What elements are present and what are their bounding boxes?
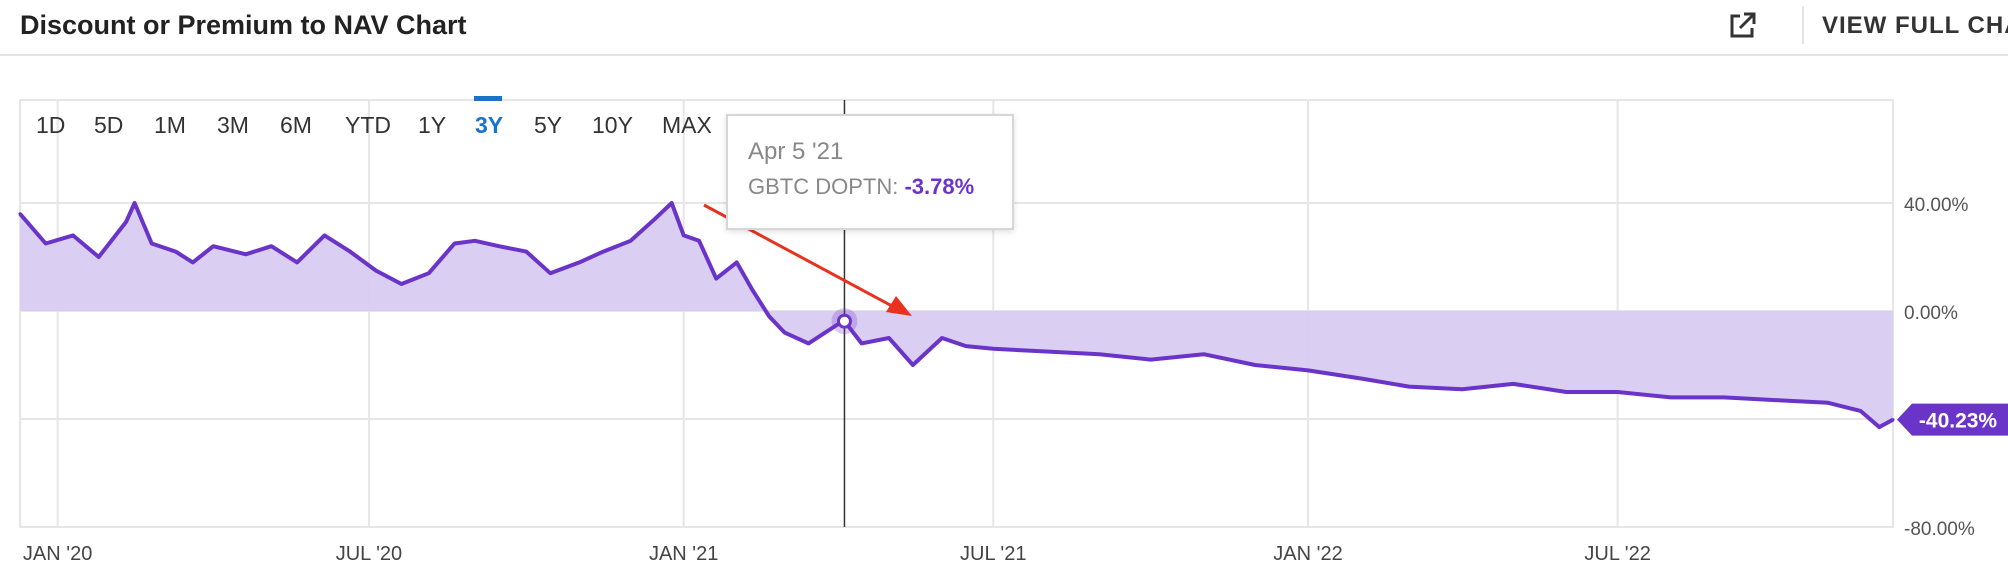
- last-value-label: -40.23%: [1919, 410, 1998, 433]
- external-link-icon[interactable]: [1726, 10, 1758, 42]
- data-point: [1097, 352, 1101, 356]
- data-point: [1149, 358, 1153, 362]
- data-point: [452, 242, 456, 245]
- last-value-tag: [1897, 403, 2008, 436]
- data-point: [750, 287, 754, 291]
- y-tick-label: 40.00%: [1904, 195, 1969, 216]
- data-point: [1202, 352, 1206, 356]
- data-point: [807, 341, 811, 345]
- data-point: [427, 271, 431, 275]
- data-point: [1826, 401, 1830, 405]
- data-point: [295, 260, 299, 264]
- data-point: [911, 363, 915, 367]
- data-point: [1253, 363, 1257, 367]
- timeframe-1y[interactable]: 1Y: [418, 112, 447, 138]
- data-point: [1564, 390, 1568, 394]
- data-point: [735, 260, 739, 264]
- chart-title: Discount or Premium to NAV Chart: [20, 10, 467, 40]
- timeframe-max[interactable]: MAX: [662, 112, 712, 138]
- data-point: [269, 244, 273, 248]
- data-point: [374, 269, 378, 272]
- timeframe-3y[interactable]: 3Y: [475, 112, 504, 138]
- data-point: [524, 250, 528, 254]
- tooltip-value: -3.78%: [904, 174, 975, 199]
- data-point: [497, 244, 501, 248]
- data-point: [97, 255, 101, 259]
- data-point: [322, 233, 326, 237]
- timeframe-ytd[interactable]: YTD: [345, 112, 391, 138]
- data-point: [1859, 409, 1863, 413]
- view-full-chart-link[interactable]: VIEW FULL CHART: [1822, 12, 2008, 39]
- annotation-arrow-head: [886, 296, 912, 316]
- data-point: [767, 314, 771, 318]
- data-point: [601, 250, 605, 254]
- data-point: [1359, 377, 1363, 380]
- data-point: [991, 347, 995, 351]
- timeframe-5d[interactable]: 5D: [94, 112, 124, 138]
- x-tick-label: JAN '20: [23, 543, 92, 565]
- data-point: [244, 252, 248, 256]
- timeframe-10y[interactable]: 10Y: [592, 112, 633, 138]
- data-point: [211, 244, 215, 248]
- timeframe-1m[interactable]: 1M: [154, 112, 186, 138]
- data-point: [783, 331, 787, 335]
- data-point: [887, 336, 891, 340]
- data-point: [1306, 368, 1310, 372]
- data-point: [150, 242, 154, 245]
- data-point: [18, 212, 22, 216]
- timeframe-1d[interactable]: 1D: [36, 112, 66, 138]
- chart-tooltip: Apr 5 '21 GBTC DOPTN: -3.78%: [726, 114, 1014, 230]
- data-point: [348, 250, 352, 254]
- data-point: [133, 201, 137, 205]
- data-point: [682, 233, 686, 237]
- data-point: [1407, 385, 1411, 389]
- data-point: [964, 344, 968, 348]
- data-point: [1722, 395, 1726, 399]
- x-tick-label: JUL '20: [336, 543, 402, 565]
- data-point: [1616, 390, 1620, 394]
- series-area-fill: [20, 203, 1893, 428]
- tooltip-row: GBTC DOPTN: -3.78%: [748, 174, 975, 199]
- data-point: [697, 239, 701, 243]
- data-point: [1044, 350, 1048, 353]
- chart-header: Discount or Premium to NAV Chart VIEW FU…: [0, 0, 2008, 56]
- timeframe-3m[interactable]: 3M: [217, 112, 249, 138]
- active-timeframe-indicator: [474, 96, 502, 101]
- data-point: [1511, 382, 1515, 386]
- x-tick-label: JUL '21: [960, 543, 1026, 565]
- data-point: [1877, 425, 1881, 429]
- data-point: [1891, 418, 1895, 422]
- data-point: [191, 260, 195, 264]
- y-tick-label: 0.00%: [1904, 303, 1958, 324]
- x-tick-label: JAN '21: [649, 543, 718, 565]
- data-point: [174, 250, 178, 254]
- data-point: [577, 260, 581, 264]
- data-point: [548, 271, 552, 275]
- timeframe-5y[interactable]: 5Y: [534, 112, 563, 138]
- tooltip-date: Apr 5 '21: [748, 138, 844, 165]
- header-divider: [1802, 6, 1804, 44]
- data-point: [1773, 398, 1777, 402]
- data-point: [1669, 395, 1673, 399]
- data-point: [71, 233, 75, 237]
- data-point: [44, 242, 48, 245]
- data-point: [860, 341, 864, 345]
- timeframe-6m[interactable]: 6M: [280, 112, 312, 138]
- data-point: [473, 239, 477, 243]
- data-point: [124, 220, 128, 224]
- x-tick-label: JUL '22: [1584, 543, 1650, 565]
- data-point: [1460, 387, 1464, 391]
- data-point: [714, 277, 718, 281]
- data-point: [940, 336, 944, 340]
- x-tick-label: JAN '22: [1273, 543, 1342, 565]
- crosshair-point: [836, 313, 852, 329]
- data-point: [670, 201, 674, 205]
- data-point: [629, 239, 633, 243]
- data-point: [653, 217, 657, 221]
- y-tick-label: -80.00%: [1904, 519, 1975, 540]
- data-point: [399, 282, 403, 286]
- tooltip-series: GBTC DOPTN: [748, 174, 893, 199]
